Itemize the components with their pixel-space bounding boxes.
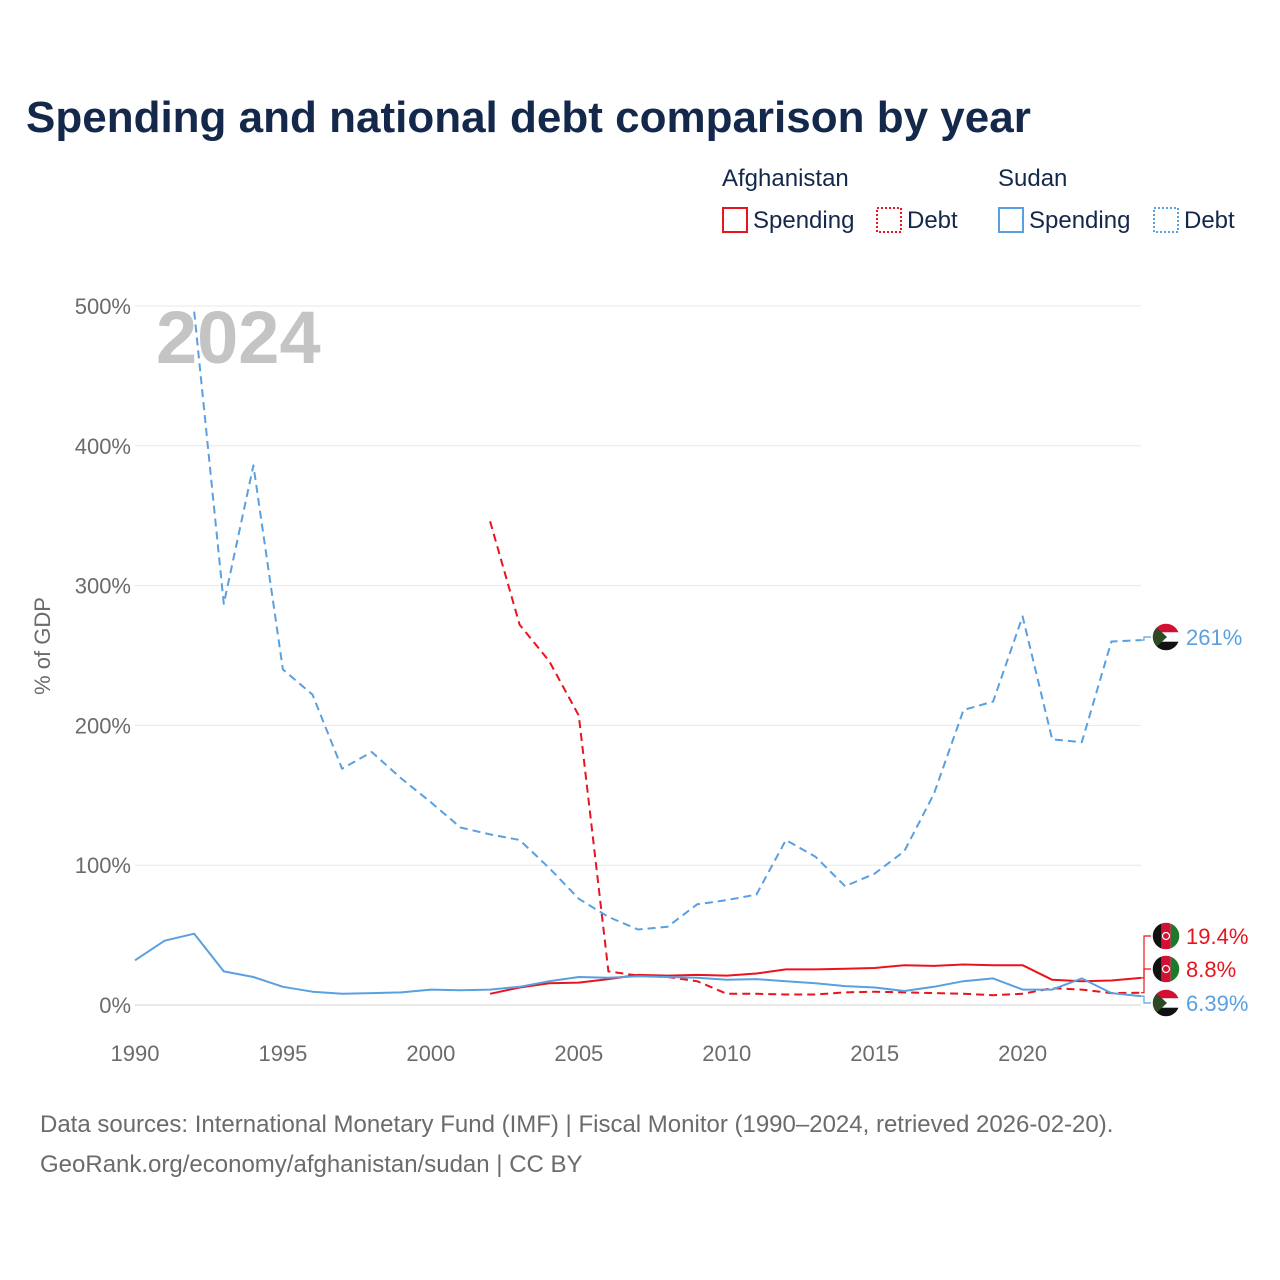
end-label-afghanistan: 8.8% (1186, 957, 1236, 982)
end-labels: 261% 19.4% 8.8% 6.39% (1141, 622, 1248, 1018)
x-tick-label: 2000 (406, 1041, 455, 1066)
legend-swatch-sudan-spending[interactable] (998, 207, 1024, 233)
x-tick-label: 1995 (258, 1041, 307, 1066)
y-axis: 0% 100% 200% 300% 400% 500% (75, 294, 131, 1018)
end-label-connector (1141, 935, 1151, 979)
x-tick-label: 2010 (702, 1041, 751, 1066)
y-tick-label: 300% (75, 574, 131, 599)
series (134, 311, 1142, 998)
end-label-connector (1141, 968, 1151, 994)
legend-swatch-afghanistan-debt[interactable] (876, 207, 902, 233)
y-tick-label: 0% (99, 993, 131, 1018)
legend: Afghanistan Spending Debt Sudan Spending… (722, 165, 1235, 234)
y-tick-label: 400% (75, 434, 131, 459)
end-label-sudan: 261% (1186, 625, 1242, 650)
end-label-connector (1141, 636, 1151, 641)
legend-label-sudan-spending[interactable]: Spending (1029, 207, 1130, 234)
x-tick-label: 2005 (554, 1041, 603, 1066)
x-tick-label: 1990 (111, 1041, 160, 1066)
legend-label-sudan-debt[interactable]: Debt (1184, 207, 1235, 234)
legend-group-sudan: Sudan (998, 165, 1067, 192)
x-tick-label: 2015 (850, 1041, 899, 1066)
y-tick-label: 100% (75, 853, 131, 878)
grid (135, 305, 1141, 1006)
y-tick-label: 500% (75, 294, 131, 319)
legend-label-afghanistan-debt[interactable]: Debt (907, 207, 958, 234)
x-axis: 1990 1995 2000 2005 2010 2015 2020 (111, 1041, 1048, 1066)
chart-title: Spending and national debt comparison by… (26, 93, 1031, 142)
series-line-afghanistan-spending[interactable] (489, 963, 1142, 995)
series-line-sudan-debt[interactable] (193, 311, 1142, 931)
year-watermark: 2024 (156, 296, 321, 379)
legend-swatch-sudan-debt[interactable] (1153, 207, 1179, 233)
x-tick-label: 2020 (998, 1041, 1047, 1066)
y-tick-label: 200% (75, 713, 131, 738)
sudan-flag-icon (1151, 622, 1181, 652)
end-label-afghanistan: 19.4% (1186, 924, 1248, 949)
y-axis-label: % of GDP (30, 597, 55, 695)
afghanistan-flag-icon (1151, 954, 1181, 984)
legend-swatch-afghanistan-spending[interactable] (722, 207, 748, 233)
source-line-1: Data sources: International Monetary Fun… (40, 1111, 1113, 1138)
afghanistan-flag-icon (1151, 921, 1181, 951)
end-label-sudan: 6.39% (1186, 991, 1248, 1016)
legend-label-afghanistan-spending[interactable]: Spending (753, 207, 854, 234)
source-line-2[interactable]: GeoRank.org/economy/afghanistan/sudan | … (40, 1151, 583, 1178)
legend-group-afghanistan: Afghanistan (722, 165, 849, 192)
end-label-connector (1141, 995, 1151, 1004)
sudan-flag-icon (1151, 988, 1181, 1018)
series-line-afghanistan-debt[interactable] (489, 521, 1142, 997)
series-line-sudan-spending[interactable] (134, 932, 1142, 998)
